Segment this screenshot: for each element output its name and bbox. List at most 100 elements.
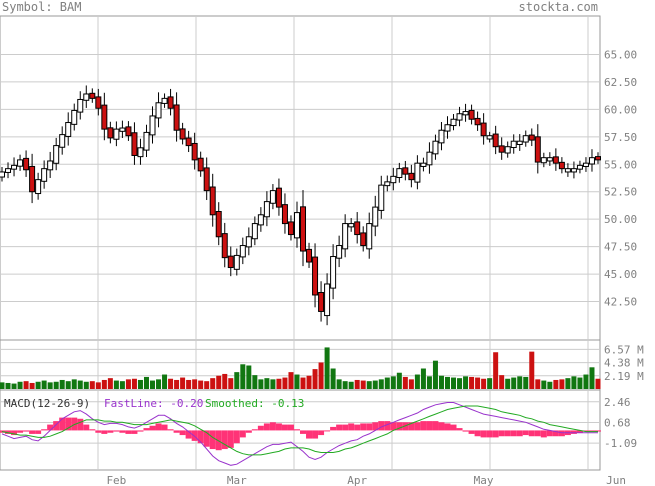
volume-bar (541, 380, 547, 389)
candle-body (330, 256, 337, 289)
macd-histogram-bar (221, 430, 228, 450)
macd-histogram-bar (330, 426, 337, 431)
volume-bar (529, 351, 535, 389)
candle-body (402, 167, 409, 175)
candle-body (595, 156, 601, 161)
macd-histogram-bar (426, 421, 433, 431)
volume-bar (47, 382, 53, 389)
candle-body (209, 186, 216, 216)
candle-body (390, 175, 397, 184)
volume-tick-label: 6.57 M (604, 343, 644, 356)
price-tick-label: 62.50 (604, 76, 637, 89)
candle-body (546, 157, 553, 162)
macd-histogram-bar (131, 430, 138, 434)
volume-tick-label: 2.19 M (604, 370, 644, 383)
candle-body (426, 151, 433, 166)
volume-bar (228, 378, 234, 389)
candle-body (53, 145, 60, 164)
macd-histogram-bar (366, 423, 373, 431)
volume-bar (432, 360, 438, 389)
volume-bar (378, 379, 384, 389)
volume-bar (150, 380, 156, 389)
volume-bar (457, 378, 463, 389)
volume-bar (0, 382, 5, 389)
macd-histogram-bar (312, 430, 319, 439)
candle-body (275, 187, 282, 208)
candle-body (462, 111, 469, 116)
macd-histogram-bar (300, 430, 307, 434)
candle-body (179, 128, 186, 140)
candlesticks (0, 85, 601, 326)
candle-body (191, 142, 198, 161)
volume-bar (282, 377, 288, 389)
candle-body (113, 128, 120, 140)
candle-body (534, 136, 541, 163)
macd-histogram-bar (384, 421, 391, 431)
candle-body (41, 168, 48, 182)
macd-histogram-bar (342, 424, 349, 431)
volume-bar (523, 376, 529, 389)
candle-body (504, 146, 511, 154)
candle-body (227, 255, 234, 269)
volume-bar (113, 380, 119, 389)
volume-bar (276, 378, 282, 389)
macd-histogram-bar (516, 430, 523, 437)
macd-histogram-bar (522, 430, 529, 436)
macd-panel (0, 389, 601, 471)
volume-bar (366, 381, 372, 389)
volume-bar (11, 383, 17, 389)
volume-bar (252, 375, 258, 389)
macd-tick-label: 2.46 (604, 396, 631, 409)
candle-body (65, 122, 72, 137)
month-tick-label: Mar (227, 474, 247, 486)
volume-bar (222, 373, 228, 389)
macd-histogram-bar (354, 424, 361, 431)
macd-histogram-bar (203, 430, 210, 447)
macd-histogram-bar (197, 430, 204, 444)
macd-histogram-bar (263, 423, 270, 431)
volume-bar (372, 380, 378, 389)
candle-body (360, 232, 367, 247)
macd-histogram-bar (462, 430, 469, 432)
macd-histogram-bar (468, 430, 475, 434)
macd-histogram-bar (450, 424, 457, 431)
volume-bar (107, 378, 113, 389)
volume-bar (499, 375, 505, 389)
macd-histogram-bar (89, 429, 96, 431)
macd-histogram-bar (474, 430, 481, 437)
symbol-label: Symbol: BAM (2, 0, 81, 14)
macd-histogram-bar (414, 422, 421, 431)
macd-histogram-bar (215, 430, 222, 451)
volume-bar (234, 372, 240, 389)
candle-body (287, 221, 294, 236)
candle-body (23, 157, 30, 171)
macd-histogram-bar (498, 430, 505, 437)
price-tick-label: 55.00 (604, 158, 637, 171)
volume-bar (481, 378, 487, 389)
macd-histogram-bar (534, 430, 541, 437)
macd-histogram-bar (125, 430, 132, 434)
volume-bar (360, 380, 366, 389)
candle-body (197, 157, 204, 172)
volume-bar (565, 378, 571, 389)
macd-histogram-bar (372, 422, 379, 431)
volume-bar (493, 352, 499, 389)
macd-histogram-bar (504, 430, 511, 437)
volume-bar (294, 374, 300, 389)
volume-bar (186, 379, 192, 389)
macd-histogram-bar (11, 430, 18, 436)
candle-body (29, 165, 36, 193)
candle-body (354, 221, 361, 236)
candle-body (281, 204, 288, 225)
candle-body (251, 223, 258, 240)
candle-body (492, 133, 499, 148)
price-tick-label: 52.50 (604, 186, 637, 199)
price-panel (0, 15, 601, 341)
macd-histogram-bar (552, 430, 559, 437)
grid-lines (0, 16, 600, 470)
volume-bar (204, 381, 210, 389)
candle-body (384, 181, 391, 187)
site-label[interactable]: stockta.com (519, 0, 598, 14)
macd-histogram-bar (576, 430, 583, 433)
volume-bar (35, 381, 41, 389)
